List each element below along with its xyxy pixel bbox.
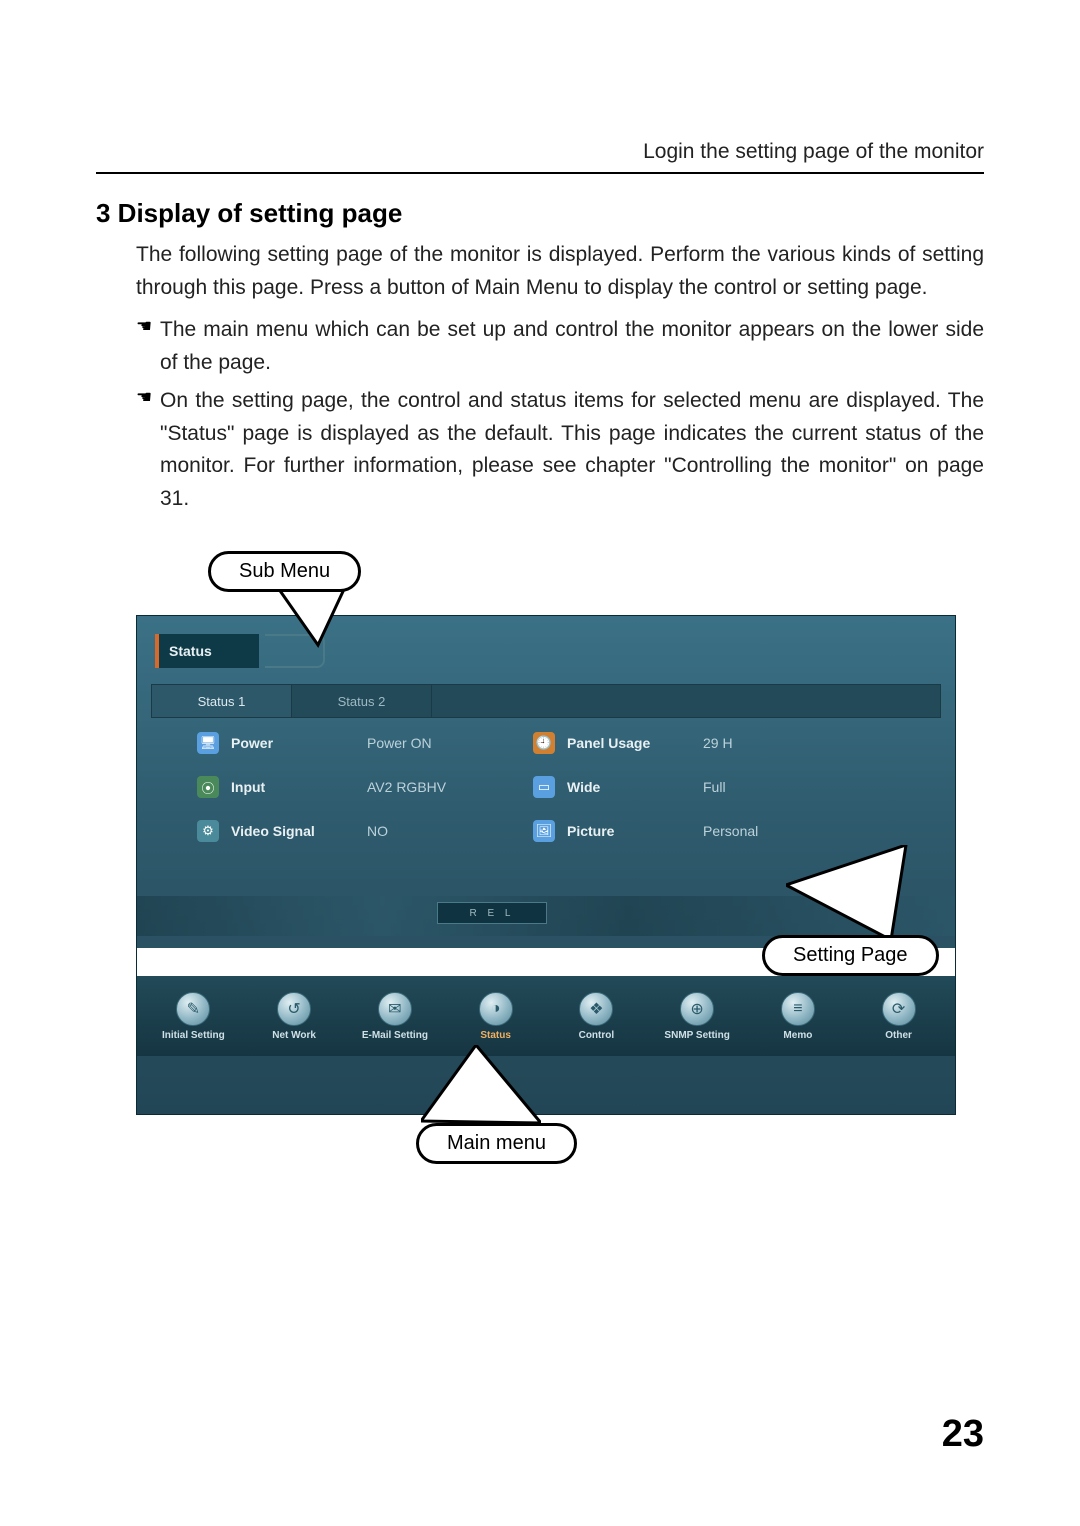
menu-label: Control <box>579 1030 615 1041</box>
bullet-text: On the setting page, the control and sta… <box>160 385 984 515</box>
wide-value: Full <box>703 779 843 795</box>
wide-label: Wide <box>567 779 697 795</box>
menu-label: E-Mail Setting <box>362 1030 428 1041</box>
main-menu-button[interactable]: ◑ Status <box>447 992 544 1041</box>
section-title: 3 Display of setting page <box>96 198 984 229</box>
bullet-hand-icon: ☚ <box>136 385 160 515</box>
screenshot-figure: Sub Menu Setting Page Main menu Status S… <box>136 555 956 1175</box>
section-intro: The following setting page of the monito… <box>136 239 984 304</box>
bullet-text: The main menu which can be set up and co… <box>160 314 984 379</box>
status-grid: 🖥 Power Power ON 🕘 Panel Usage 29 H ⦿ In… <box>197 732 915 842</box>
bullet-item: ☚ On the setting page, the control and s… <box>136 385 984 515</box>
menu-label: SNMP Setting <box>664 1030 729 1041</box>
callout-main-menu: Main menu <box>416 1123 577 1164</box>
main-menu-button[interactable]: ≡ Memo <box>750 992 847 1041</box>
video-signal-icon: ⚙ <box>197 820 219 842</box>
menu-label: Net Work <box>272 1030 316 1041</box>
decorative-tag: R E L <box>437 902 547 924</box>
menu-icon: ✉ <box>378 992 412 1026</box>
picture-label: Picture <box>567 823 697 839</box>
callout-arrow-icon <box>786 845 926 945</box>
main-menu-button[interactable]: ❖ Control <box>548 992 645 1041</box>
picture-icon: 🖼 <box>533 820 555 842</box>
panel-usage-value: 29 H <box>703 735 843 751</box>
main-menu-bar: ✎ Initial Setting ↺ Net Work ✉ E-Mail Setting… <box>137 976 955 1056</box>
menu-icon: ✎ <box>176 992 210 1026</box>
header-right-text: Login the setting page of the monitor <box>643 140 984 163</box>
bullet-item: ☚ The main menu which can be set up and … <box>136 314 984 379</box>
main-menu-button[interactable]: ⟳ Other <box>850 992 947 1041</box>
wide-icon: ▭ <box>533 776 555 798</box>
input-icon: ⦿ <box>197 776 219 798</box>
menu-label: Other <box>885 1030 912 1041</box>
menu-icon: ≡ <box>781 992 815 1026</box>
bullet-hand-icon: ☚ <box>136 314 160 379</box>
callout-arrow-icon <box>266 585 366 655</box>
page-number: 23 <box>942 1413 984 1456</box>
callout-sub-menu: Sub Menu <box>208 551 361 592</box>
main-menu-button[interactable]: ✉ E-Mail Setting <box>347 992 444 1041</box>
video-signal-label: Video Signal <box>231 823 361 839</box>
sub-menu-tab[interactable]: Status <box>155 634 259 668</box>
callout-arrow-icon <box>421 1045 541 1135</box>
menu-icon: ↺ <box>277 992 311 1026</box>
main-menu-button[interactable]: ✎ Initial Setting <box>145 992 242 1041</box>
tab-status-2[interactable]: Status 2 <box>292 685 432 717</box>
tab-status-1[interactable]: Status 1 <box>152 685 292 717</box>
tab-strip: Status 1 Status 2 <box>151 684 941 718</box>
video-signal-value: NO <box>367 823 527 839</box>
menu-label: Memo <box>783 1030 812 1041</box>
input-value: AV2 RGBHV <box>367 779 527 795</box>
panel-usage-label: Panel Usage <box>567 735 697 751</box>
main-menu-button[interactable]: ⊕ SNMP Setting <box>649 992 746 1041</box>
panel-usage-icon: 🕘 <box>533 732 555 754</box>
main-menu-button[interactable]: ↺ Net Work <box>246 992 343 1041</box>
power-label: Power <box>231 735 361 751</box>
menu-icon: ⟳ <box>882 992 916 1026</box>
menu-icon: ❖ <box>579 992 613 1026</box>
picture-value: Personal <box>703 823 843 839</box>
power-value: Power ON <box>367 735 527 751</box>
input-label: Input <box>231 779 361 795</box>
callout-setting-page: Setting Page <box>762 935 939 976</box>
menu-icon: ⊕ <box>680 992 714 1026</box>
menu-label: Initial Setting <box>162 1030 225 1041</box>
menu-icon: ◑ <box>479 992 513 1026</box>
menu-label: Status <box>480 1030 511 1041</box>
sub-menu-label: Status <box>169 643 212 659</box>
power-icon: 🖥 <box>197 732 219 754</box>
page-header: Login the setting page of the monitor <box>96 140 984 174</box>
